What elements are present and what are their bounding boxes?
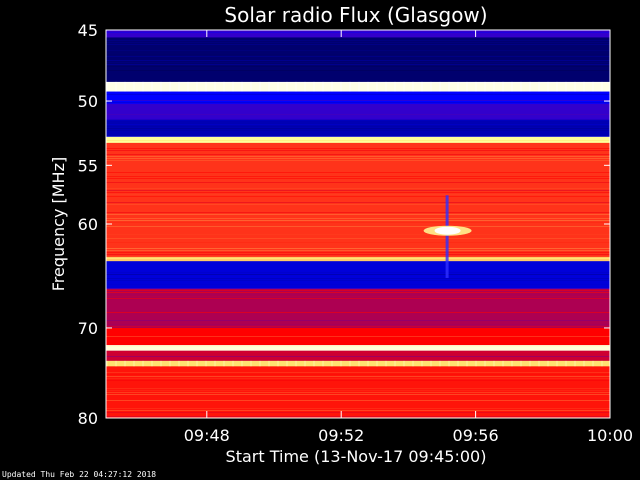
x-tick-label: 09:48 [184, 426, 230, 445]
y-tick-label: 80 [78, 409, 98, 428]
x-axis: 09:48 09:52 09:56 10:00 [184, 30, 633, 445]
y-tick-label: 60 [78, 215, 98, 234]
y-axis-label: Frequency [MHz] [49, 157, 68, 291]
y-axis: 45 50 55 60 70 80 [78, 21, 610, 428]
x-tick-label: 09:56 [453, 426, 499, 445]
chart-title: Solar radio Flux (Glasgow) [224, 3, 487, 27]
radio-burst [423, 195, 472, 278]
frequency-band-2 [106, 81, 610, 93]
x-tick-label: 10:00 [587, 426, 633, 445]
x-tick-label: 09:52 [318, 426, 364, 445]
frequency-band-6 [106, 136, 610, 144]
y-tick-label: 50 [78, 92, 98, 111]
y-tick-label: 55 [78, 156, 98, 175]
frequency-band-10 [106, 288, 610, 329]
y-tick-label: 70 [78, 319, 98, 338]
y-tick-label: 45 [78, 21, 98, 40]
update-timestamp: Updated Thu Feb 22 04:27:12 2018 [2, 470, 157, 479]
frequency-band-8 [106, 256, 610, 262]
frequency-band-0 [106, 30, 610, 38]
spectrogram-texture [106, 32, 610, 417]
x-axis-label: Start Time (13-Nov-17 09:45:00) [226, 447, 487, 466]
burst-peak [434, 226, 461, 235]
frequency-band-4 [106, 103, 610, 121]
plot-frame [105, 29, 611, 419]
frequency-band-12 [106, 345, 610, 352]
frequency-band-14 [106, 360, 610, 367]
